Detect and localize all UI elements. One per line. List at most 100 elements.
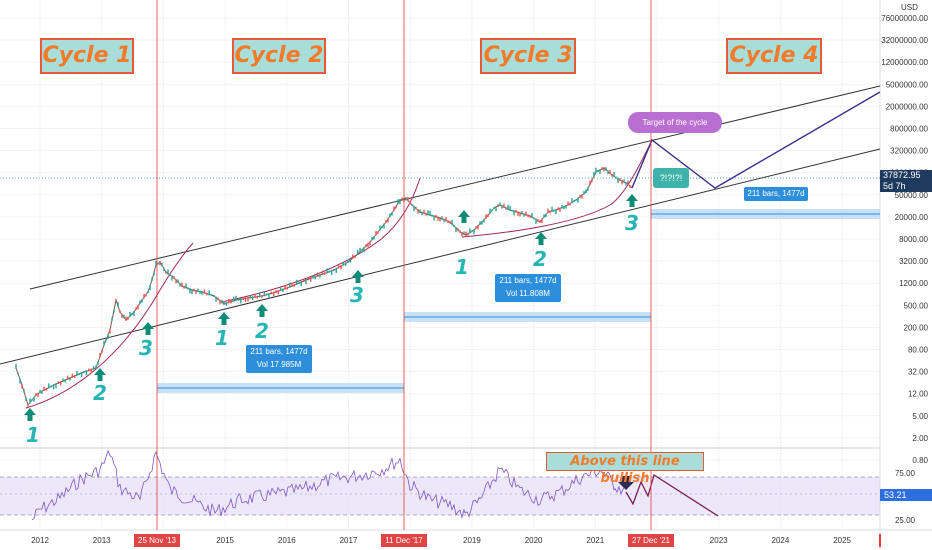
price-candle — [619, 178, 621, 181]
price-candle — [457, 228, 459, 231]
price-candle — [491, 209, 493, 212]
price-candle — [159, 261, 161, 266]
price-candle — [137, 305, 139, 310]
price-candle — [284, 285, 286, 290]
price-candle — [433, 215, 435, 221]
price-candle — [499, 202, 501, 206]
price-candle — [551, 206, 553, 212]
price-candle — [247, 297, 249, 302]
price-candle — [513, 210, 515, 216]
price-candle — [477, 225, 479, 230]
price-candle — [43, 386, 45, 391]
price-candle — [367, 243, 369, 248]
price-candle — [265, 293, 268, 296]
price-candle — [361, 249, 363, 251]
price-tick-label: 800000.00 — [890, 125, 928, 134]
price-candle — [413, 205, 415, 211]
price-axis: 76000000.00 32000000.00 12000000.00 5000000… — [881, 14, 928, 465]
price-tick-label: 50000.00 — [895, 191, 929, 200]
price-candle — [503, 203, 505, 208]
price-candle — [125, 316, 127, 321]
price-candle — [161, 262, 163, 267]
price-candle — [145, 293, 147, 297]
price-candle — [387, 218, 389, 223]
time-tick-label: 2015 — [216, 536, 234, 545]
time-tick-label: 2012 — [31, 536, 49, 545]
price-candle — [493, 207, 495, 209]
price-tick-label: 5.00 — [912, 412, 928, 421]
price-candle — [451, 219, 453, 225]
price-candle — [333, 269, 335, 271]
up-arrow-icon — [218, 312, 230, 325]
price-tick-label: 320000.00 — [890, 147, 928, 156]
rsi-current-badge: 53.21 — [880, 489, 932, 501]
price-candle — [365, 244, 367, 247]
price-candle — [25, 397, 27, 401]
date-marker-2: 11 Dec '17 — [381, 534, 427, 547]
price-candle — [359, 247, 361, 253]
stage-number: 2 — [93, 381, 107, 405]
price-tick-label: 80.00 — [908, 346, 929, 355]
price-candle — [591, 179, 593, 182]
price-candle — [519, 212, 521, 217]
price-candle — [323, 272, 326, 276]
price-candle — [375, 231, 377, 236]
price-candle — [50, 385, 52, 388]
price-candle — [347, 259, 349, 263]
price-candle — [230, 300, 232, 304]
cycle-label-3: Cycle 3 — [480, 38, 576, 74]
price-candle — [533, 217, 535, 220]
price-candle — [103, 340, 105, 346]
price-candle — [157, 262, 159, 265]
price-candle — [206, 292, 208, 296]
price-candle — [99, 353, 101, 358]
price-candle — [459, 230, 461, 233]
price-candle — [249, 295, 252, 299]
candles — [15, 167, 631, 407]
price-candle — [525, 211, 527, 216]
price-candle — [455, 227, 457, 233]
price-candle — [171, 275, 173, 281]
price-candle — [587, 187, 589, 191]
price-candle — [213, 295, 215, 297]
price-candle — [210, 294, 213, 297]
price-candle — [625, 182, 627, 186]
price-candle — [483, 219, 485, 223]
price-candle — [131, 313, 133, 315]
price-candle — [607, 170, 609, 175]
price-candle — [221, 299, 223, 304]
price-tick-label: 12.00 — [908, 390, 929, 399]
price-candle — [177, 279, 179, 283]
price-candle — [389, 213, 391, 217]
price-candle — [189, 288, 191, 294]
price-tick-label: 500.00 — [904, 301, 929, 310]
price-candle — [437, 216, 439, 221]
price-candle — [52, 384, 55, 390]
price-candle — [555, 209, 557, 215]
price-candle — [298, 282, 300, 284]
price-candle — [35, 393, 37, 396]
price-candle — [289, 282, 291, 288]
price-candle — [541, 218, 543, 223]
price-candle — [581, 194, 583, 199]
price-candle — [381, 226, 383, 228]
price-candle — [567, 201, 569, 206]
price-candle — [173, 276, 175, 279]
price-candle — [369, 241, 371, 246]
price-candle — [419, 209, 421, 213]
cycle-label-1: Cycle 1 — [40, 38, 134, 74]
price-candle — [507, 204, 509, 210]
price-candle — [489, 208, 491, 214]
price-candle — [443, 218, 445, 223]
price-candle — [427, 210, 429, 216]
price-candle — [623, 179, 625, 183]
price-candle — [59, 381, 62, 386]
price-candle — [80, 372, 83, 378]
price-candle — [597, 170, 599, 172]
price-candle — [127, 317, 129, 320]
price-candle — [417, 209, 419, 214]
price-candle — [579, 195, 581, 198]
price-candle — [201, 291, 203, 295]
price-candle — [330, 269, 333, 276]
price-candle — [497, 204, 499, 207]
